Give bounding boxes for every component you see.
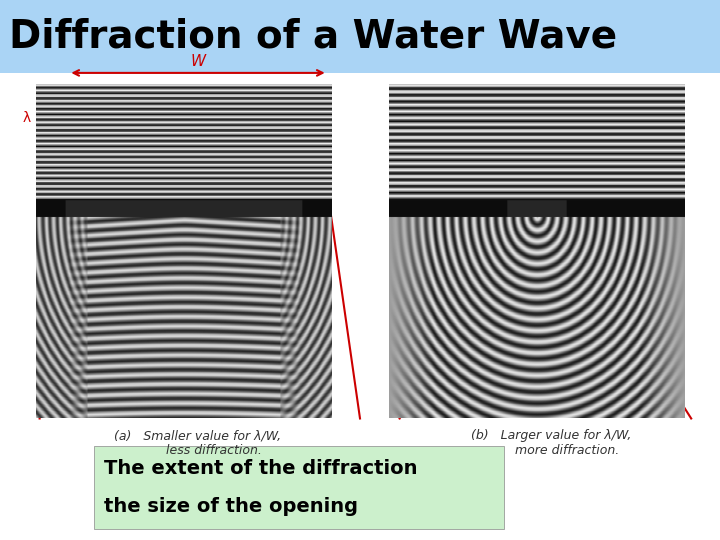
Text: λ: λ bbox=[23, 111, 31, 125]
FancyBboxPatch shape bbox=[94, 446, 504, 529]
Text: W: W bbox=[190, 54, 206, 69]
FancyBboxPatch shape bbox=[0, 0, 720, 73]
Text: The extent of the diffraction: The extent of the diffraction bbox=[104, 459, 425, 478]
Text: the size of the opening: the size of the opening bbox=[104, 497, 365, 516]
Text: (a)   Smaller value for λ/W,
        less diffraction.: (a) Smaller value for λ/W, less diffract… bbox=[114, 429, 282, 457]
Text: Diffraction of a Water Wave: Diffraction of a Water Wave bbox=[9, 18, 618, 56]
Text: (b)   Larger value for λ/W,
        more diffraction.: (b) Larger value for λ/W, more diffracti… bbox=[471, 429, 631, 457]
